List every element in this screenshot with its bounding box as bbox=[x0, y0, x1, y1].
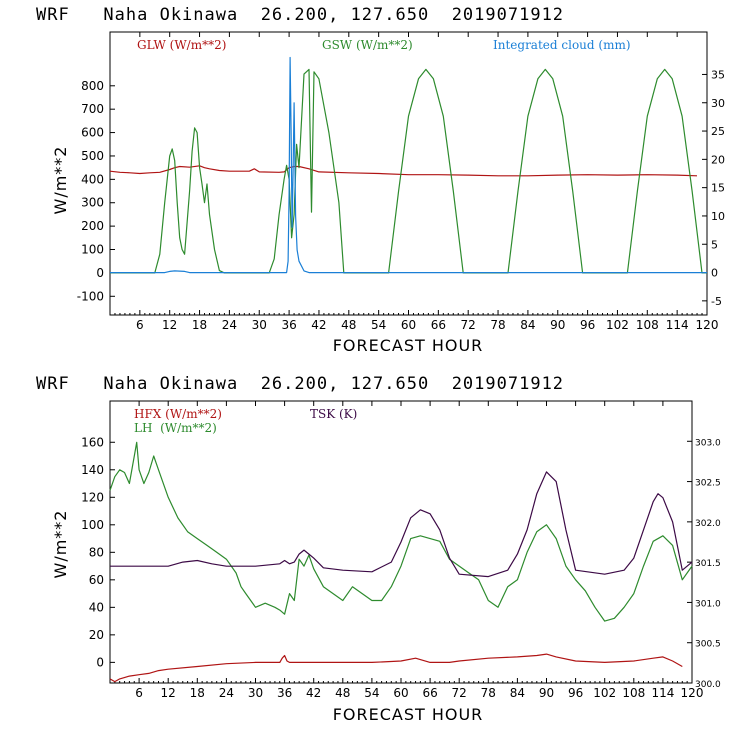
y2-tick-label: 30 bbox=[711, 97, 725, 110]
y-tick-label: 20 bbox=[89, 628, 104, 642]
x-tick-label: 84 bbox=[510, 686, 525, 700]
x-tick-label: 36 bbox=[281, 318, 296, 332]
x-tick-label: 84 bbox=[520, 318, 535, 332]
series-line-hfx-w-m bbox=[109, 653, 683, 683]
panel2-y-axis-label: W/m**2 bbox=[51, 510, 70, 579]
legend-glw: GLW (W/m**2) bbox=[137, 38, 226, 52]
y2-tick-label: 302.0 bbox=[695, 519, 721, 529]
y-tick-label: 300 bbox=[81, 196, 104, 210]
x-tick-label: 72 bbox=[461, 318, 476, 332]
x-tick-label: 72 bbox=[452, 686, 467, 700]
x-tick-label: 108 bbox=[636, 318, 659, 332]
y2-tick-label: 303.0 bbox=[695, 438, 721, 448]
y-tick-label: 60 bbox=[89, 573, 104, 587]
y-tick-label: 80 bbox=[89, 545, 104, 559]
y-tick-label: 0 bbox=[96, 266, 104, 280]
x-tick-label: 60 bbox=[401, 318, 416, 332]
x-tick-label: 30 bbox=[248, 686, 263, 700]
series-line-glw-w-m bbox=[109, 165, 698, 177]
y-tick-label: 140 bbox=[81, 463, 104, 477]
series-line-tsk-k bbox=[110, 471, 693, 578]
x-tick-label: 42 bbox=[306, 686, 321, 700]
x-tick-label: 6 bbox=[135, 686, 143, 700]
x-tick-label: 54 bbox=[364, 686, 379, 700]
panel1-y-axis-label: W/m**2 bbox=[51, 146, 70, 215]
x-tick-label: 24 bbox=[219, 686, 234, 700]
y2-tick-label: 5 bbox=[711, 238, 718, 251]
legend-tsk: TSK (K) bbox=[310, 407, 357, 421]
y2-tick-label: 20 bbox=[711, 153, 725, 166]
y-tick-label: 600 bbox=[81, 126, 104, 140]
y-tick-label: 100 bbox=[81, 243, 104, 257]
y-tick-label: 0 bbox=[96, 655, 104, 669]
panel2-x-axis-label: FORECAST HOUR bbox=[333, 705, 484, 724]
y-tick-label: 200 bbox=[81, 219, 104, 233]
x-tick-label: 114 bbox=[651, 686, 674, 700]
x-tick-label: 90 bbox=[539, 686, 554, 700]
series-line-gsw-w-m bbox=[110, 68, 707, 274]
x-tick-label: 96 bbox=[580, 318, 595, 332]
y-tick-label: 120 bbox=[81, 490, 104, 504]
legend-cloud: Integrated cloud (mm) bbox=[493, 38, 631, 52]
x-tick-label: 102 bbox=[593, 686, 616, 700]
flux-panel: WRF Naha Okinawa 26.200, 127.650 2019071… bbox=[36, 374, 721, 724]
y-tick-label: 100 bbox=[81, 518, 104, 532]
y2-tick-label: 302.5 bbox=[695, 479, 721, 489]
x-tick-label: 12 bbox=[162, 318, 177, 332]
series-line-lh-w-m bbox=[109, 441, 693, 622]
y-tick-label: -100 bbox=[77, 289, 104, 303]
y-tick-label: 40 bbox=[89, 600, 104, 614]
x-tick-label: 54 bbox=[371, 318, 386, 332]
radiation-panel: WRF Naha Okinawa 26.200, 127.650 2019071… bbox=[36, 5, 725, 355]
x-tick-label: 12 bbox=[161, 686, 176, 700]
y2-tick-label: 0 bbox=[711, 267, 718, 280]
legend-lh: LH (W/m**2) bbox=[134, 421, 217, 435]
x-tick-label: 48 bbox=[341, 318, 356, 332]
y2-tick-label: 15 bbox=[711, 182, 725, 195]
x-tick-label: 78 bbox=[481, 686, 496, 700]
y2-tick-label: 25 bbox=[711, 125, 725, 138]
x-tick-label: 6 bbox=[136, 318, 144, 332]
y2-tick-label: 300.5 bbox=[695, 640, 721, 650]
x-tick-label: 18 bbox=[190, 686, 205, 700]
panel1-x-axis-label: FORECAST HOUR bbox=[333, 336, 484, 355]
x-tick-label: 24 bbox=[222, 318, 237, 332]
series-line-integrated-cloud-mm bbox=[110, 56, 707, 274]
panel1-title: WRF Naha Okinawa 26.200, 127.650 2019071… bbox=[36, 5, 564, 25]
y-tick-label: 700 bbox=[81, 102, 104, 116]
x-tick-label: 30 bbox=[252, 318, 267, 332]
x-tick-label: 120 bbox=[681, 686, 704, 700]
x-tick-label: 36 bbox=[277, 686, 292, 700]
x-tick-label: 96 bbox=[568, 686, 583, 700]
x-tick-label: 66 bbox=[431, 318, 446, 332]
x-tick-label: 90 bbox=[550, 318, 565, 332]
y2-tick-label: 301.5 bbox=[695, 559, 721, 569]
y2-tick-label: -5 bbox=[711, 295, 722, 308]
y2-tick-label: 35 bbox=[711, 68, 725, 81]
panel2-title: WRF Naha Okinawa 26.200, 127.650 2019071… bbox=[36, 374, 564, 394]
y-tick-label: 400 bbox=[81, 172, 104, 186]
x-tick-label: 114 bbox=[666, 318, 689, 332]
x-tick-label: 108 bbox=[622, 686, 645, 700]
y-tick-label: 160 bbox=[81, 435, 104, 449]
y2-tick-label: 300.0 bbox=[695, 680, 721, 690]
x-tick-label: 48 bbox=[335, 686, 350, 700]
x-tick-label: 42 bbox=[311, 318, 326, 332]
legend-hfx: HFX (W/m**2) bbox=[134, 407, 222, 421]
x-tick-label: 78 bbox=[490, 318, 505, 332]
x-tick-label: 66 bbox=[422, 686, 437, 700]
x-tick-label: 18 bbox=[192, 318, 207, 332]
y2-tick-label: 10 bbox=[711, 210, 725, 223]
y2-tick-label: 301.0 bbox=[695, 599, 721, 609]
y-tick-label: 500 bbox=[81, 149, 104, 163]
x-tick-label: 102 bbox=[606, 318, 629, 332]
y-tick-label: 800 bbox=[81, 79, 104, 93]
x-tick-label: 120 bbox=[696, 318, 719, 332]
legend-gsw: GSW (W/m**2) bbox=[322, 38, 413, 52]
x-tick-label: 60 bbox=[393, 686, 408, 700]
